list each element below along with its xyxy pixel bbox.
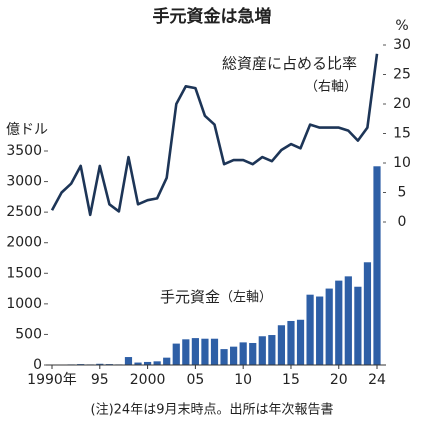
bar [134,362,142,365]
bar [296,319,305,365]
y-tick-label: 500 [15,326,42,342]
y2-tick-label: 30 [393,37,411,53]
y-tick-label: 1500 [6,265,42,281]
bar [249,342,257,365]
x-tick-label: 10 [234,372,252,388]
line-label: 総資産に占める比率 [222,55,357,73]
bar [277,325,286,365]
bar [220,349,228,365]
chart-title: 手元資金は急増 [153,6,272,27]
bar [210,338,219,365]
bar [201,338,209,365]
bar [182,339,190,365]
axis-note: （右軸） [305,80,357,95]
bar [124,357,133,365]
y-tick-label: 2500 [6,204,42,220]
x-tick-label: 24 [368,372,386,388]
y-tick-label: 1000 [6,296,42,312]
note: (注)24年は9月末時点。出所は年次報告書 [91,402,334,418]
x-tick-label: 20 [330,372,348,388]
x-tick-label: 1990年 [27,372,77,388]
x-tick-label: 2000 [130,372,166,388]
y2-tick-label: 15 [393,126,411,142]
bar [306,294,314,365]
y2-tick-label: 20 [393,96,411,112]
y-unit: 億ドル [6,122,48,138]
bar [163,357,171,365]
bar-label: 手元資金（左軸） [160,288,272,306]
y2-tick-label: 5 [398,185,407,201]
bar [153,361,161,365]
bar [172,343,180,365]
y2-tick-label: 25 [393,67,411,83]
x-tick-label: 05 [186,372,204,388]
bar [325,288,333,365]
bar [344,276,352,365]
bar [363,262,372,365]
y-tick-label: 3000 [6,174,42,190]
x-tick-label: 95 [91,372,109,388]
bar [191,338,199,365]
bar-name: 手元資金 [160,288,220,306]
axis-note: （左軸） [220,290,272,305]
bar [373,166,381,365]
y2-tick-label: 10 [393,155,411,171]
bar [316,296,324,365]
bar [258,336,266,365]
y-tick-label: 3500 [6,143,42,159]
bar [239,342,247,365]
y2-unit: % [395,18,408,34]
bar [268,335,276,365]
line [50,53,379,217]
bar [335,280,343,365]
bar [230,346,238,365]
bar [96,363,104,365]
bar [287,320,295,365]
y-tick-label: 2000 [6,235,42,251]
bar [354,286,362,365]
y2-tick-label: 0 [398,214,407,230]
y-tick-label: 0 [33,357,42,373]
bar [143,361,152,365]
x-tick-label: 15 [282,372,300,388]
